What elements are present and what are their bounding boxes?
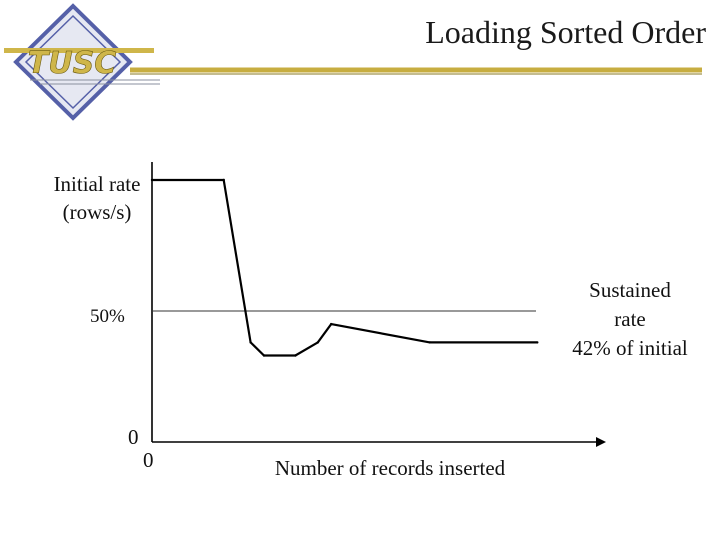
annotation-line: rate	[614, 307, 646, 331]
series-point	[150, 178, 154, 182]
series-point	[262, 354, 266, 357]
series-point	[428, 341, 431, 344]
series-point	[294, 354, 297, 357]
annotation-line: Sustained	[589, 278, 671, 302]
series-point	[249, 341, 252, 344]
y-zero-label: 0	[128, 425, 139, 449]
series-point	[316, 341, 319, 344]
y-reference-label: 50%	[90, 306, 125, 327]
x-axis-arrowhead	[596, 437, 606, 447]
y-axis-label-line: (rows/s)	[62, 200, 132, 224]
y-axis-label-line: Initial rate	[53, 172, 141, 196]
annotation-line: 42% of initial	[572, 336, 688, 360]
series-point	[222, 178, 225, 182]
slide-title: Loading Sorted Order	[425, 14, 706, 50]
tusc-logo: TUSC	[4, 3, 160, 121]
x-zero-label: 0	[143, 448, 154, 472]
series-points	[150, 178, 539, 357]
x-axis-label: Number of records inserted	[274, 456, 506, 480]
logo-text: TUSC	[28, 46, 116, 81]
series-point	[536, 341, 539, 344]
logo-band	[4, 48, 154, 53]
series-point	[330, 322, 333, 326]
y-axis-label: Initial rate (rows/s)	[12, 170, 182, 226]
rate-series-line	[152, 178, 538, 357]
sustained-rate-annotation: Sustained rate 42% of initial	[540, 276, 720, 363]
logo-diamond	[13, 3, 133, 121]
